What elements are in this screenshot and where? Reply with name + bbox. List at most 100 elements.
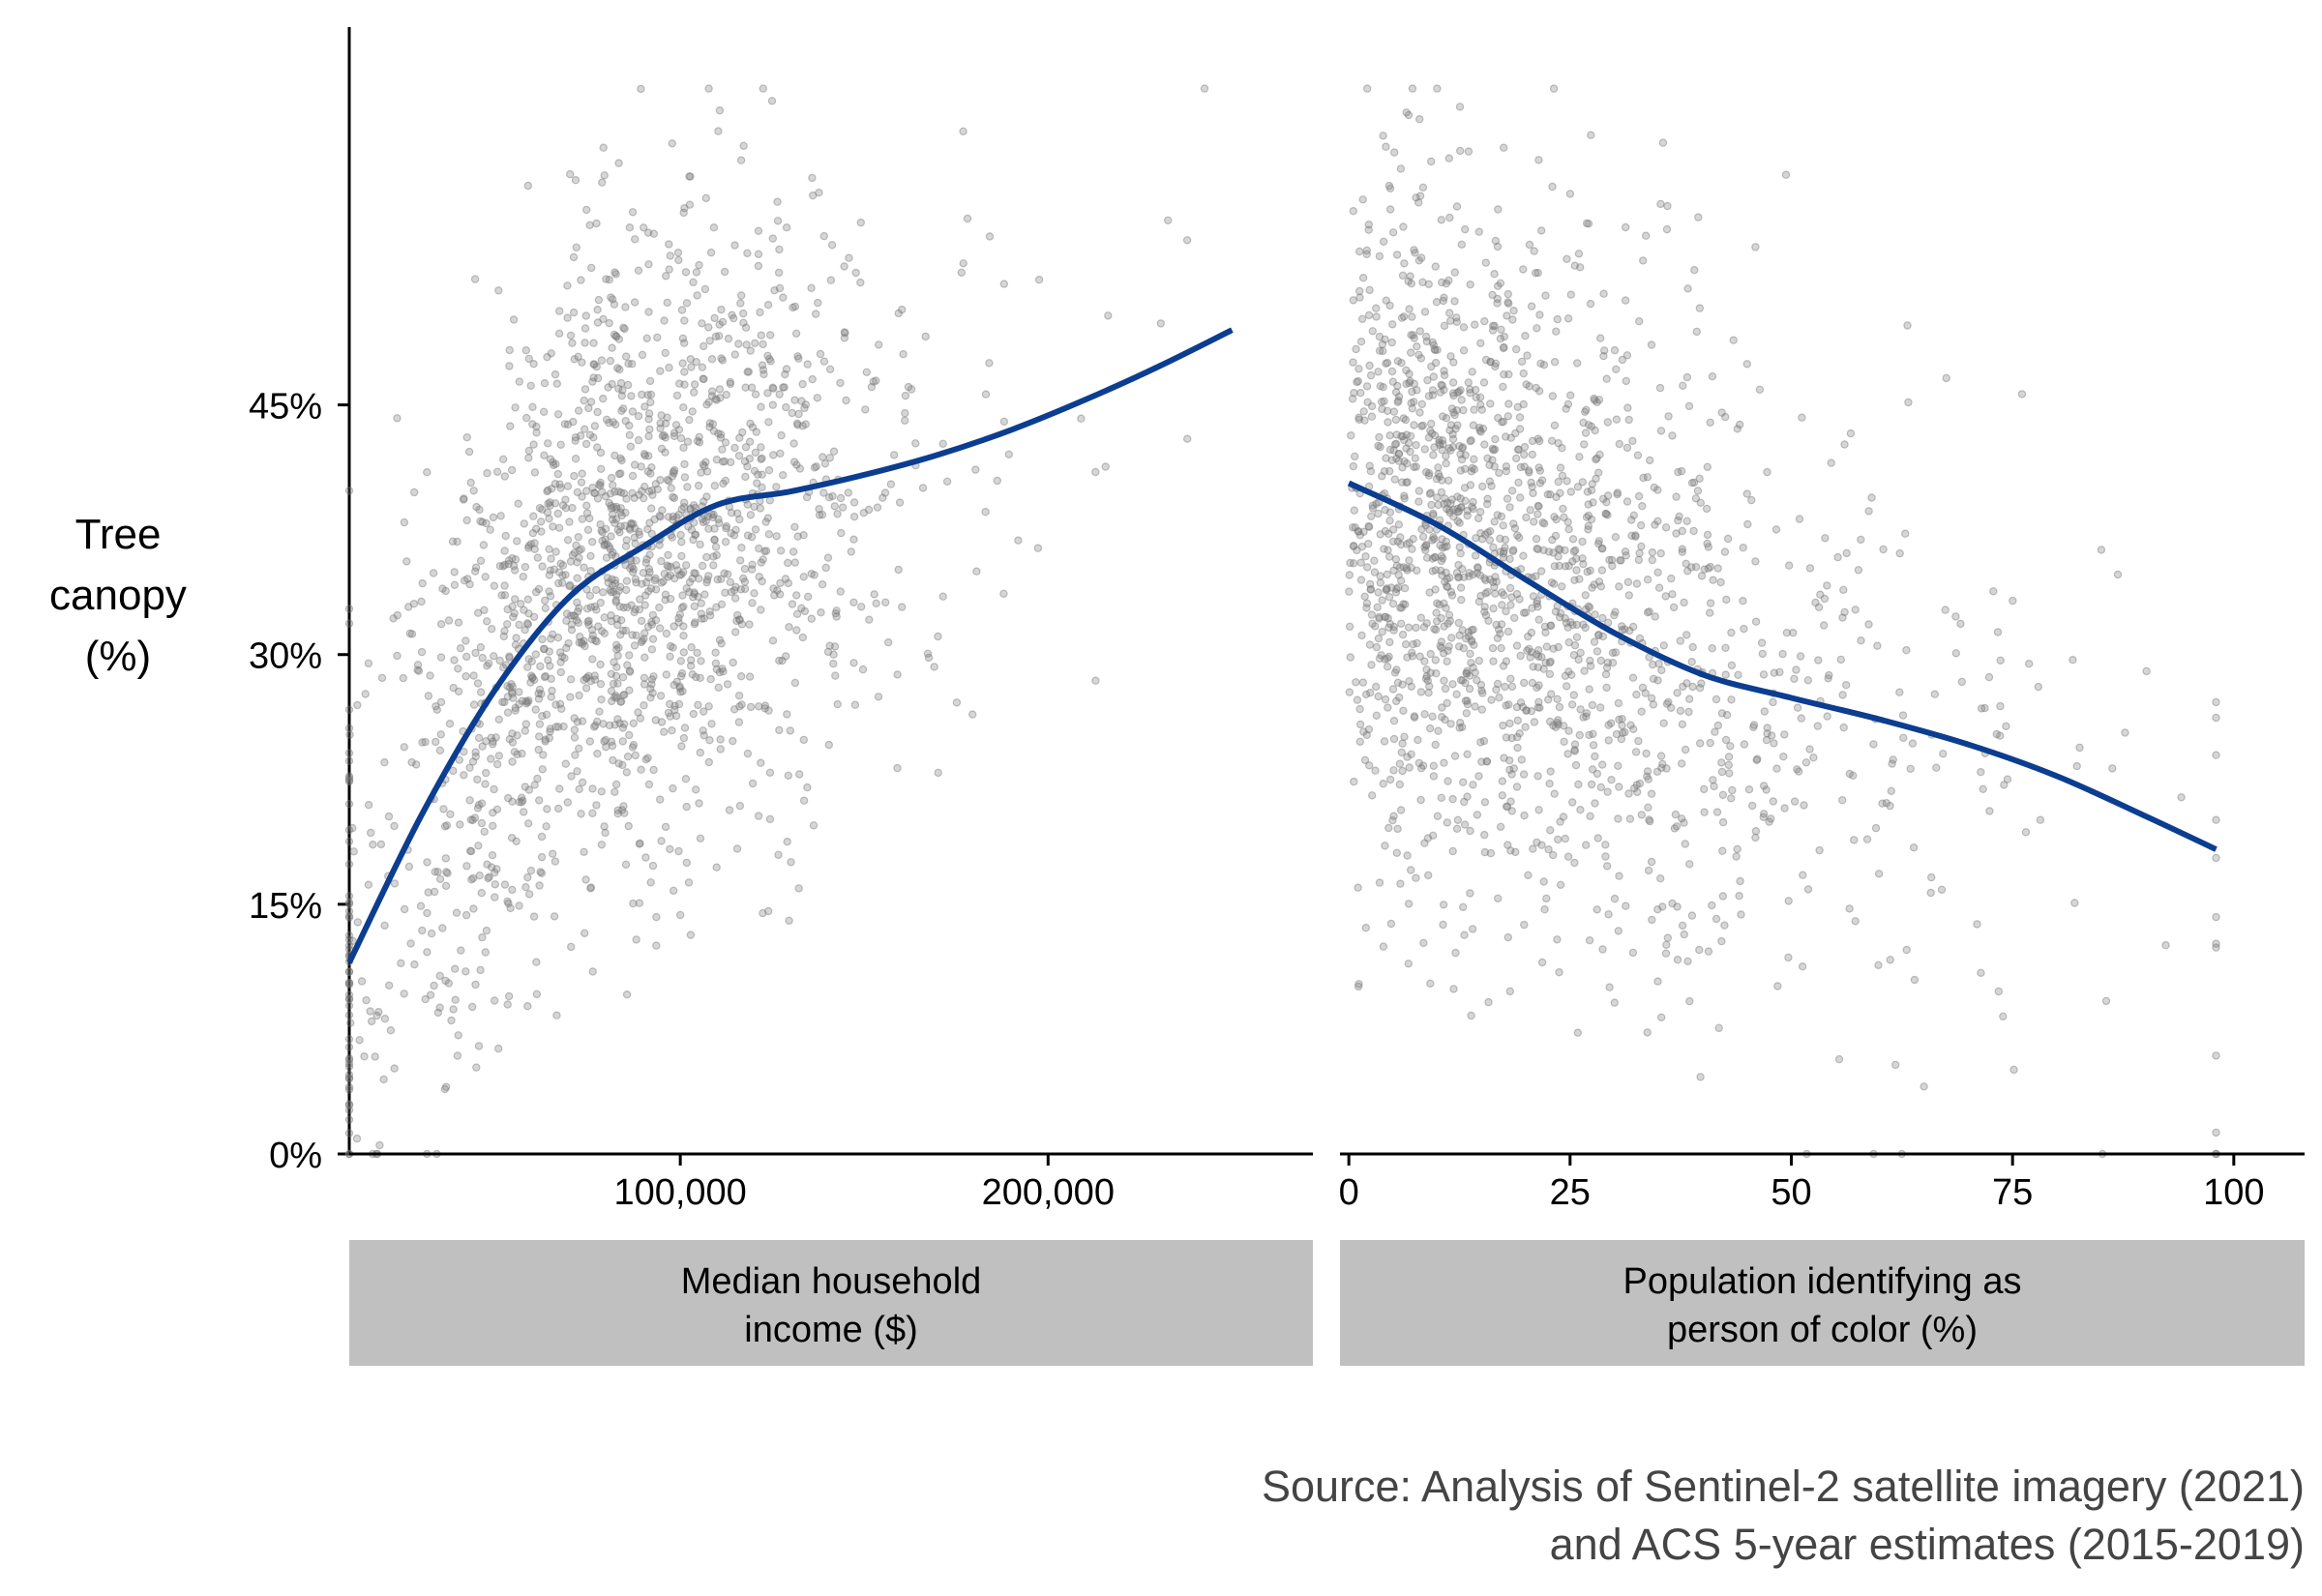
scatter-point xyxy=(1452,313,1461,322)
scatter-point xyxy=(500,880,510,889)
scatter-point xyxy=(1722,710,1732,720)
scatter-point xyxy=(1385,184,1395,192)
scatter-point xyxy=(687,363,696,371)
scatter-point xyxy=(1784,897,1793,905)
scatter-point xyxy=(1663,201,1672,211)
scatter-point xyxy=(1505,987,1515,996)
scatter-point xyxy=(1471,551,1480,560)
scatter-point xyxy=(644,587,653,596)
scatter-point xyxy=(487,733,495,742)
scatter-point xyxy=(570,725,580,734)
scatter-point xyxy=(578,639,587,649)
scatter-point xyxy=(1443,498,1452,507)
scatter-point xyxy=(1681,745,1690,754)
scatter-point xyxy=(901,409,909,418)
scatter-point xyxy=(1655,874,1665,883)
scatter-point xyxy=(757,606,765,614)
scatter-point xyxy=(1474,656,1484,665)
scatter-point xyxy=(664,513,673,521)
scatter-point xyxy=(665,240,673,249)
scatter-point xyxy=(638,390,646,399)
scatter-point xyxy=(1499,382,1507,392)
panel-income: 100,000 200,000 Median household income (… xyxy=(344,84,1313,1366)
scatter-point xyxy=(1362,599,1372,608)
scatter-point xyxy=(1442,504,1451,514)
scatter-point xyxy=(1404,439,1414,448)
scatter-point xyxy=(655,624,665,633)
scatter-point xyxy=(1452,202,1462,211)
scatter-point xyxy=(1979,784,1987,794)
scatter-point xyxy=(1471,668,1479,677)
scatter-point xyxy=(1485,575,1495,584)
scatter-point xyxy=(758,576,766,586)
scatter-point xyxy=(709,561,718,570)
scatter-point xyxy=(1677,759,1686,768)
scatter-point xyxy=(571,175,580,185)
scatter-point xyxy=(678,334,688,343)
scatter-point xyxy=(344,906,354,916)
scatter-point xyxy=(1485,536,1495,545)
scatter-point xyxy=(511,403,520,412)
scatter-point xyxy=(492,865,501,873)
scatter-point xyxy=(1351,523,1360,532)
scatter-point xyxy=(719,479,728,488)
scatter-point xyxy=(567,626,577,635)
scatter-point xyxy=(1717,936,1726,946)
scatter-point xyxy=(482,737,491,746)
scatter-point xyxy=(1395,759,1405,768)
scatter-point xyxy=(483,860,491,869)
scatter-point xyxy=(1449,513,1458,521)
scatter-point xyxy=(471,752,480,761)
scatter-point xyxy=(1436,388,1445,397)
scatter-point xyxy=(1406,272,1414,281)
scatter-point xyxy=(524,446,534,456)
scatter-point xyxy=(1506,674,1515,684)
scatter-point xyxy=(1410,713,1419,723)
scatter-point xyxy=(521,726,530,735)
scatter-point xyxy=(776,547,786,555)
scatter-point xyxy=(1692,327,1702,337)
scatter-point xyxy=(765,768,775,778)
scatter-point xyxy=(1637,811,1647,819)
scatter-point xyxy=(688,670,698,679)
scatter-point xyxy=(1462,669,1472,678)
scatter-point xyxy=(1596,582,1606,591)
scatter-point xyxy=(1649,674,1658,684)
scatter-point xyxy=(1383,358,1392,368)
scatter-point xyxy=(465,763,474,772)
y-tick-label: 15% xyxy=(249,886,322,927)
scatter-point xyxy=(627,518,636,528)
scatter-point xyxy=(1673,956,1682,964)
scatter-point xyxy=(1362,563,1372,572)
scatter-point xyxy=(679,733,689,743)
scatter-point xyxy=(755,573,763,581)
scatter-point xyxy=(552,379,562,388)
scatter-point xyxy=(573,767,581,776)
scatter-point xyxy=(630,298,640,307)
scatter-point xyxy=(615,365,624,374)
scatter-point xyxy=(1747,495,1756,505)
scatter-point xyxy=(426,671,434,680)
scatter-point xyxy=(1519,678,1529,688)
scatter-point xyxy=(785,623,793,632)
scatter-point xyxy=(574,406,583,415)
scatter-point xyxy=(1368,504,1378,513)
scatter-point xyxy=(1374,441,1383,451)
scatter-point xyxy=(645,518,654,527)
scatter-point xyxy=(573,607,582,616)
scatter-point xyxy=(1579,418,1588,428)
scatter-point xyxy=(580,847,588,857)
scatter-point xyxy=(384,812,394,821)
scatter-point xyxy=(1534,697,1543,707)
scatter-point xyxy=(820,459,830,468)
scatter-point xyxy=(344,1101,354,1109)
scatter-point xyxy=(1388,600,1398,608)
scatter-point xyxy=(1659,719,1668,727)
scatter-point xyxy=(1672,822,1682,831)
scatter-point xyxy=(1635,779,1645,788)
scatter-point xyxy=(482,926,491,935)
scatter-point xyxy=(1862,835,1872,843)
scatter-point xyxy=(605,418,613,428)
scatter-point xyxy=(1454,642,1464,651)
scatter-point xyxy=(1565,190,1575,198)
